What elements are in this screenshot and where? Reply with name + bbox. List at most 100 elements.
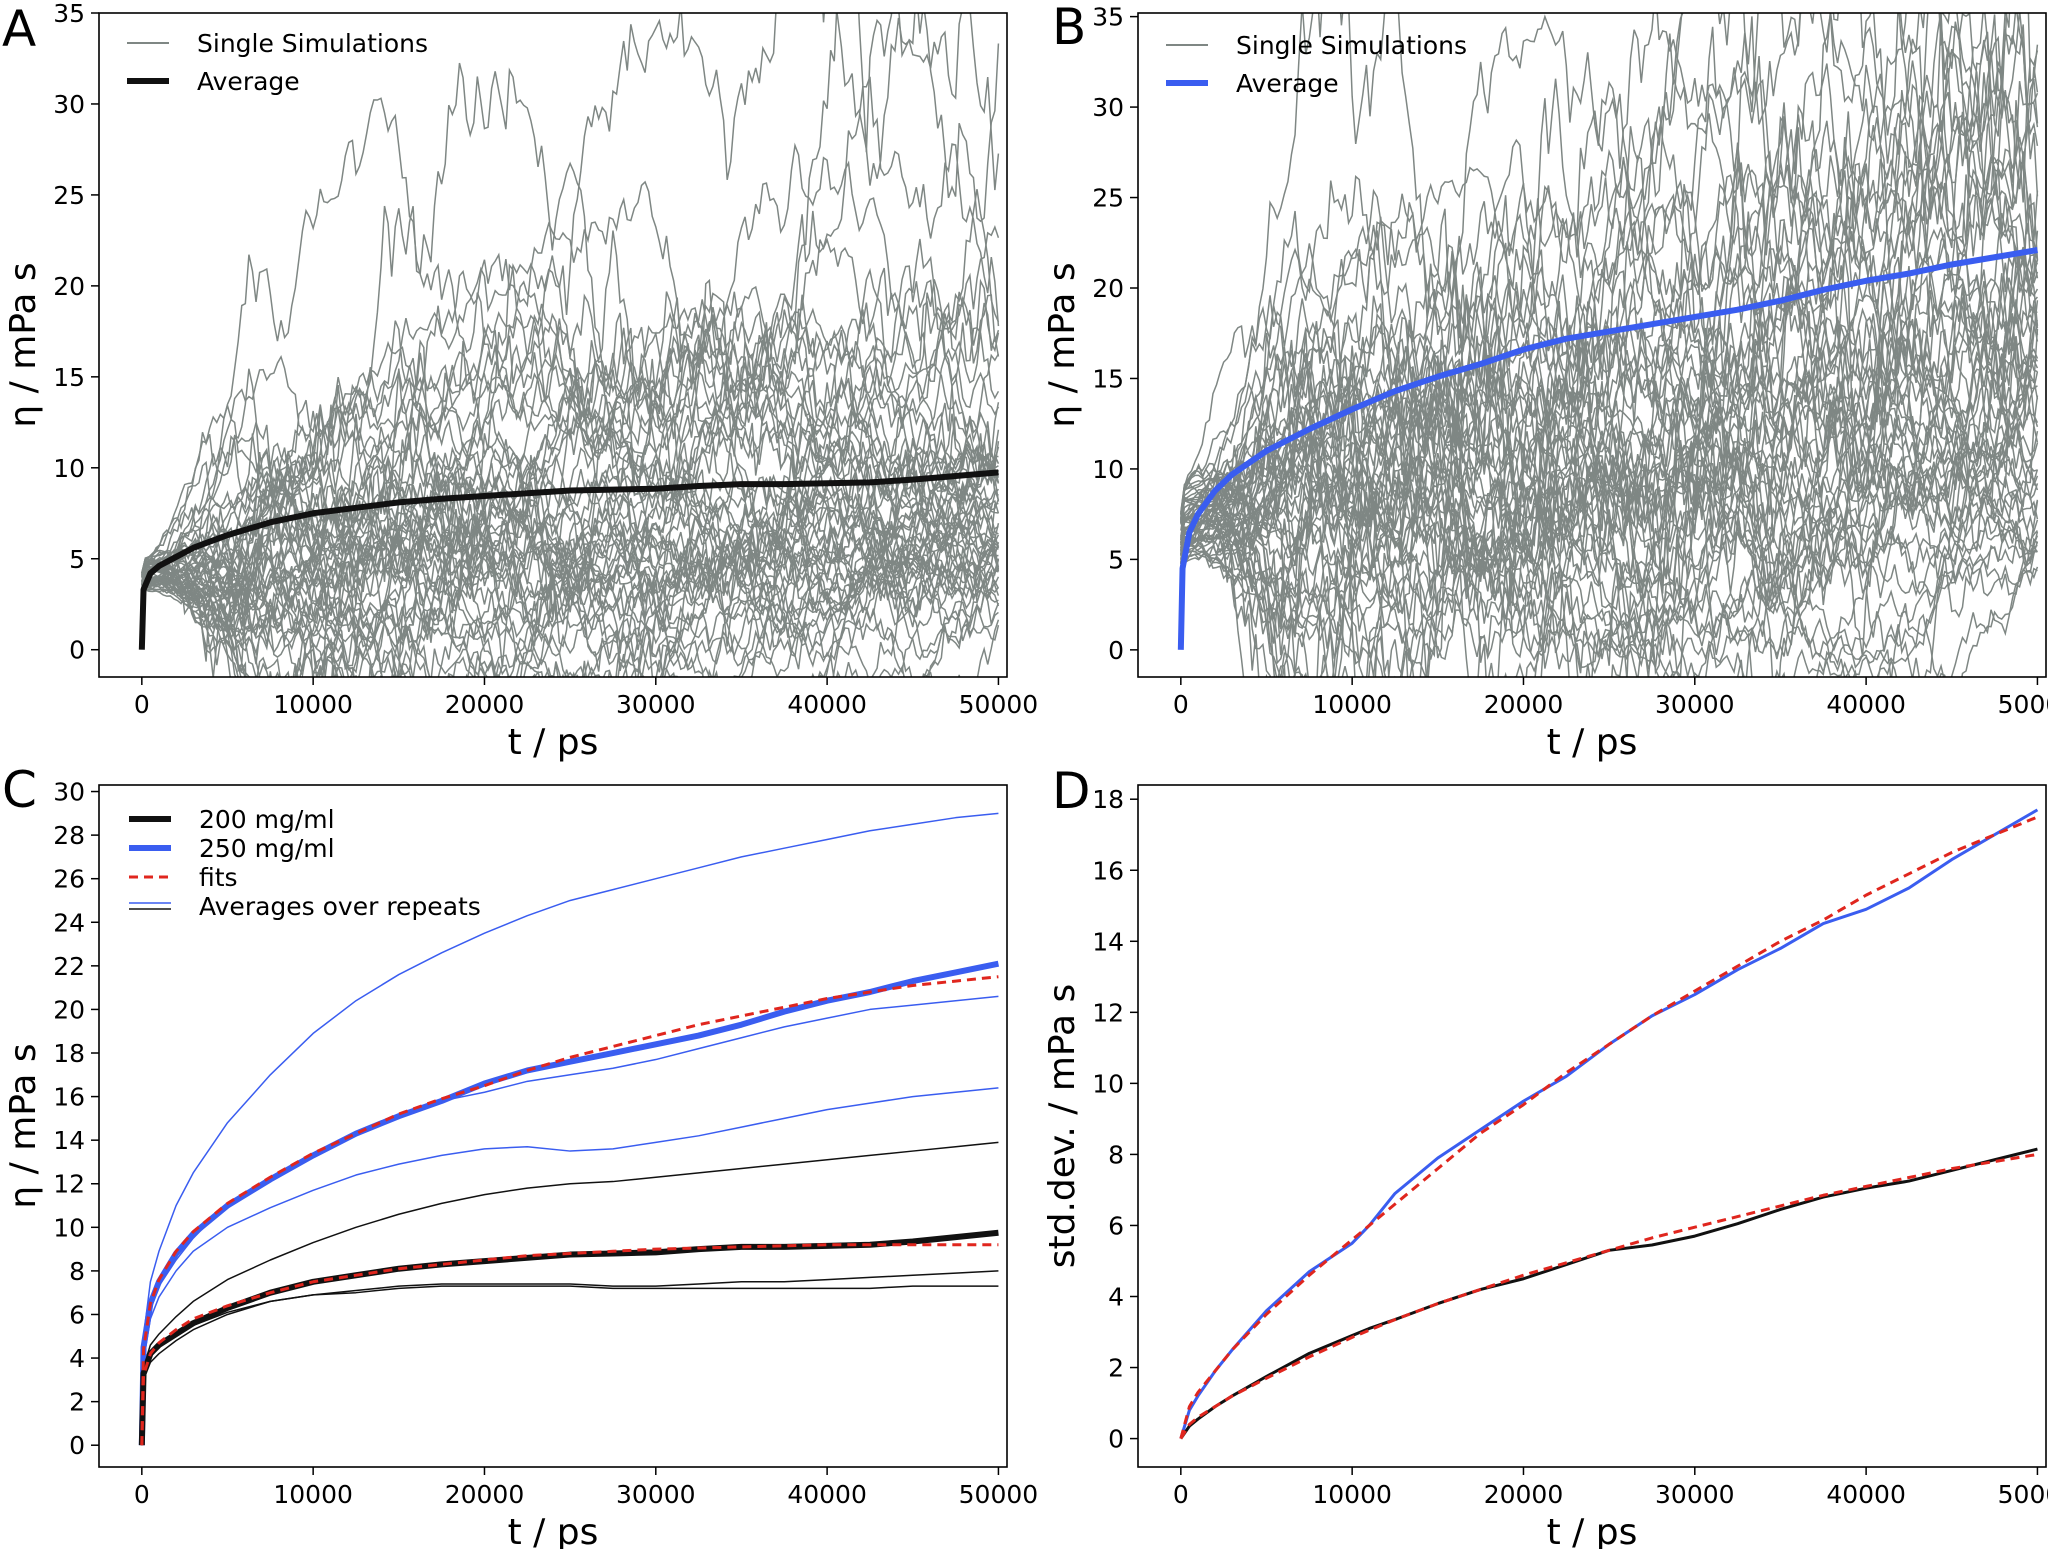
- single-simulation-line: [141, 291, 999, 587]
- x-tick-label: 40000: [787, 1480, 867, 1509]
- y-tick-label: 18: [1092, 785, 1124, 814]
- legend-label: 250 mg/ml: [199, 834, 335, 863]
- x-tick-label: 10000: [273, 690, 353, 719]
- single-simulation-line: [141, 477, 999, 661]
- x-tick-label: 30000: [616, 1480, 696, 1509]
- x-axis-label: t / ps: [1547, 1512, 1638, 1549]
- x-tick-label: 0: [1173, 1480, 1189, 1509]
- x-tick-label: 50000: [959, 1480, 1039, 1509]
- y-tick-label: 8: [69, 1257, 85, 1286]
- y-axis-label: η / mPa s: [3, 1043, 44, 1208]
- single-simulation-line: [1180, 328, 2039, 677]
- single-simulation-line: [141, 454, 1000, 653]
- legend-label: Average: [197, 67, 300, 96]
- y-tick-label: 5: [1108, 545, 1124, 574]
- y-tick-label: 25: [53, 181, 85, 210]
- x-axis-label: t / ps: [508, 722, 599, 763]
- y-tick-label: 14: [53, 1126, 85, 1155]
- y-axis-label: std.dev. / mPa s: [1042, 984, 1083, 1269]
- y-tick-label: 12: [1092, 998, 1124, 1027]
- x-tick-label: 10000: [1312, 690, 1392, 719]
- single-simulation-line: [1180, 438, 2039, 599]
- y-tick-label: 2: [1108, 1354, 1124, 1383]
- panel-d: 0 10000 20000 30000 40000 50000 0 2 4 6 8 10 12 14 16 1…: [1042, 762, 2048, 1549]
- series-line: [1179, 808, 2039, 1440]
- series-line: [141, 1270, 999, 1446]
- y-tick-label: 0: [69, 1431, 85, 1460]
- x-tick-label: 50000: [1998, 1480, 2048, 1509]
- y-tick-label: 22: [53, 952, 85, 981]
- x-tick-label: 20000: [445, 1480, 525, 1509]
- single-simulation-line: [141, 547, 999, 677]
- single-simulation-line: [141, 76, 1000, 591]
- y-tick-label: 0: [69, 636, 85, 665]
- series-line: [138, 960, 1000, 1446]
- y-tick-label: 0: [1108, 636, 1124, 665]
- single-simulation-line: [141, 13, 1000, 677]
- x-tick-label: 0: [134, 690, 150, 719]
- single-simulation-line: [1180, 13, 2039, 520]
- y-tick-label: 6: [1108, 1211, 1124, 1240]
- single-simulation-line: [1180, 13, 2039, 624]
- x-axis-label: t / ps: [1547, 722, 1638, 763]
- single-simulation-line: [1180, 402, 2039, 677]
- x-axis-label: t / ps: [508, 1512, 599, 1549]
- plot-frame: [1137, 12, 2047, 678]
- single-simulation-line: [1180, 90, 2039, 677]
- series-line: [138, 1229, 999, 1446]
- y-tick-label: 12: [53, 1170, 85, 1199]
- single-simulation-line: [1180, 442, 2039, 677]
- x-tick-label: 20000: [445, 690, 525, 719]
- series-line: [1177, 247, 2038, 650]
- y-tick-label: 35: [1092, 3, 1124, 32]
- x-tick-label: 40000: [787, 690, 867, 719]
- single-simulation-line: [1180, 120, 2039, 677]
- y-axis-label: η / mPa s: [1042, 262, 1083, 427]
- x-tick-label: 40000: [1826, 690, 1906, 719]
- legend-label: Single Simulations: [197, 29, 428, 58]
- single-simulation-line: [141, 450, 1000, 637]
- single-simulation-line: [1180, 14, 2039, 677]
- y-axis-label: η / mPa s: [3, 262, 44, 427]
- y-tick-label: 26: [53, 865, 85, 894]
- single-simulation-line: [141, 293, 1000, 600]
- y-tick-label: 16: [1092, 856, 1124, 885]
- plot-frame: [98, 784, 1008, 1468]
- series-line: [141, 1141, 999, 1446]
- y-tick-label: 10: [53, 454, 85, 483]
- single-simulation-line: [141, 426, 999, 677]
- y-tick-label: 10: [1092, 455, 1124, 484]
- y-tick-label: 16: [53, 1083, 85, 1112]
- panel-letter: B: [1052, 0, 1086, 56]
- single-simulation-line: [1180, 66, 2039, 677]
- single-simulation-line: [1180, 418, 2039, 656]
- single-simulation-line: [141, 570, 1000, 677]
- y-tick-label: 4: [1108, 1283, 1124, 1312]
- x-tick-label: 50000: [959, 690, 1039, 719]
- single-simulation-line: [141, 453, 999, 614]
- legend-label: fits: [199, 863, 238, 892]
- panel-a: 0 10000 20000 30000 40000 50000 0 5 10 15 20 25 30 35…: [2, 0, 1039, 763]
- single-simulation-line: [141, 278, 1000, 677]
- y-tick-label: 10: [53, 1213, 85, 1242]
- panel-b: 0 10000 20000 30000 40000 50000 0 5 10 15 20 25 30 35…: [1042, 0, 2048, 763]
- single-simulation-line: [1180, 530, 2038, 677]
- y-tick-label: 8: [1108, 1140, 1124, 1169]
- plot-frame: [1137, 784, 2047, 1468]
- y-tick-label: 20: [53, 272, 85, 301]
- y-tick-label: 15: [1092, 364, 1124, 393]
- single-simulation-line: [1180, 13, 2039, 677]
- single-simulation-line: [141, 472, 1000, 658]
- x-tick-label: 10000: [1312, 1480, 1392, 1509]
- x-tick-label: 50000: [1998, 690, 2048, 719]
- y-tick-label: 30: [1092, 93, 1124, 122]
- single-simulation-line: [141, 97, 1000, 578]
- x-tick-label: 30000: [1655, 1480, 1735, 1509]
- single-simulation-line: [141, 507, 1000, 677]
- single-simulation-line: [1180, 60, 2039, 592]
- single-simulation-line: [1180, 346, 2039, 594]
- y-tick-label: 24: [53, 908, 85, 937]
- y-tick-label: 5: [69, 545, 85, 574]
- x-tick-label: 10000: [273, 1480, 353, 1509]
